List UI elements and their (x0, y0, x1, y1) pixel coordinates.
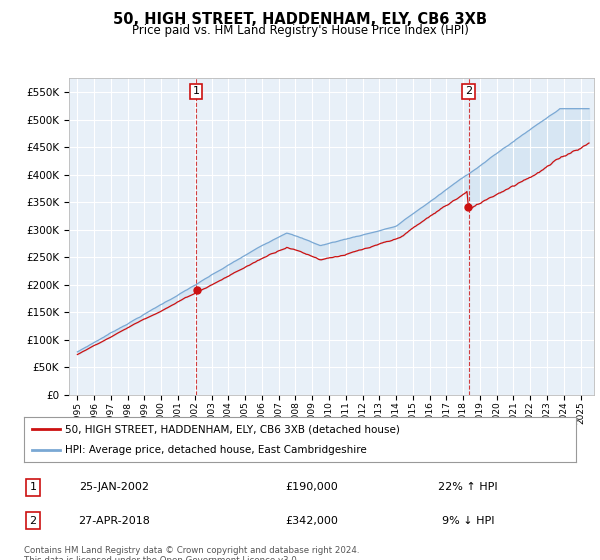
Text: 22% ↑ HPI: 22% ↑ HPI (438, 482, 498, 492)
Text: Price paid vs. HM Land Registry's House Price Index (HPI): Price paid vs. HM Land Registry's House … (131, 24, 469, 37)
Text: 2: 2 (29, 516, 37, 526)
Text: 27-APR-2018: 27-APR-2018 (78, 516, 150, 526)
Text: Contains HM Land Registry data © Crown copyright and database right 2024.
This d: Contains HM Land Registry data © Crown c… (24, 546, 359, 560)
Text: £190,000: £190,000 (286, 482, 338, 492)
Text: 1: 1 (29, 482, 37, 492)
Text: 50, HIGH STREET, HADDENHAM, ELY, CB6 3XB (detached house): 50, HIGH STREET, HADDENHAM, ELY, CB6 3XB… (65, 424, 400, 435)
Text: HPI: Average price, detached house, East Cambridgeshire: HPI: Average price, detached house, East… (65, 445, 367, 455)
Text: 1: 1 (193, 86, 199, 96)
Text: 25-JAN-2002: 25-JAN-2002 (79, 482, 149, 492)
Text: 9% ↓ HPI: 9% ↓ HPI (442, 516, 494, 526)
Text: £342,000: £342,000 (286, 516, 338, 526)
Text: 2: 2 (465, 86, 472, 96)
Text: 50, HIGH STREET, HADDENHAM, ELY, CB6 3XB: 50, HIGH STREET, HADDENHAM, ELY, CB6 3XB (113, 12, 487, 27)
